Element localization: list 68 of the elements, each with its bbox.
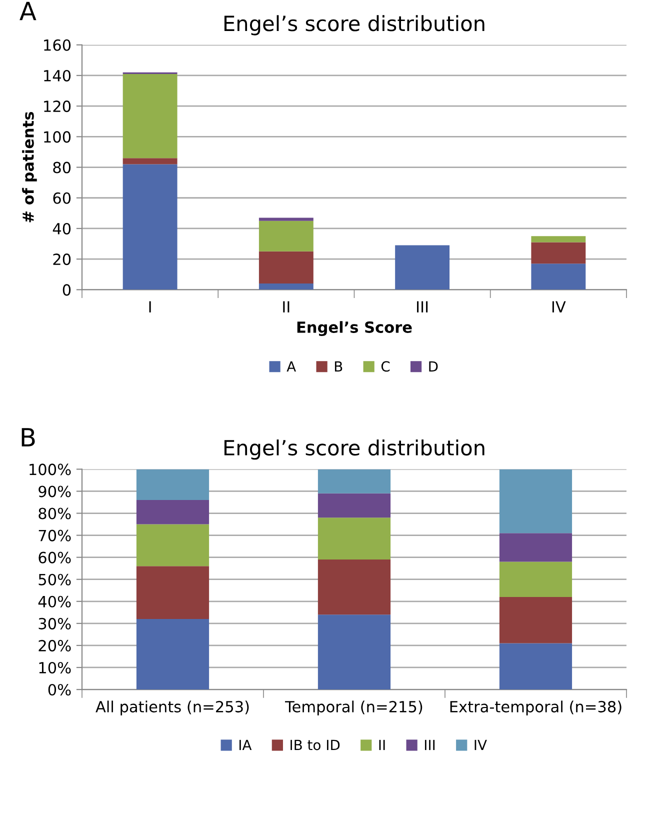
x-tick-label: I [149,301,151,312]
y-axis-title: # of patients [22,112,37,222]
y-tick-label: 50% [38,574,71,586]
bar [136,566,210,620]
bar [122,158,178,164]
bar [318,469,391,494]
bar [136,524,210,566]
y-tick-label: 10% [39,662,71,674]
y-tick-label: 60% [38,552,71,564]
bar [258,284,314,290]
legend-label: II [379,740,385,750]
bar [531,264,586,290]
y-tick-label: 100% [30,464,71,476]
y-tick-label: 40 [52,222,71,234]
x-tick-label: III [417,301,428,312]
legend-label: C [381,361,390,372]
y-tick-label: 0% [48,684,71,696]
y-tick-label: 90% [38,486,71,498]
y-tick-label: 160 [44,39,71,51]
legend-label: D [429,361,438,372]
text: A [20,2,36,20]
y-tick-label: 20% [38,640,71,652]
y-tick-label: 70% [38,530,71,542]
y-tick-label: 20 [53,254,71,266]
x-tick-label: Extra-temporal (n=38) [450,700,622,716]
bar [499,469,572,534]
bar [136,500,210,524]
bar [499,643,572,690]
bar [395,245,450,290]
text: B [22,428,35,446]
legend-label: IB to ID [290,740,340,750]
y-tick-label: 140 [44,70,71,82]
y-tick-label: 100 [44,131,71,143]
x-tick-label: IV [552,301,566,312]
bar [318,614,391,690]
x-axis-title: Engel’s Score [297,321,412,336]
bar [499,533,572,562]
legend-label: IA [240,740,252,750]
bar [499,596,572,644]
bar [318,518,391,560]
legend-label: A [286,361,296,372]
y-tick-label: 120 [44,100,71,112]
bar [531,242,586,264]
bar [136,619,210,690]
x-tick-label: II [283,301,290,312]
y-tick-label: 0 [62,284,71,296]
y-tick-label: 30% [38,618,71,630]
y-tick-label: 80 [53,162,71,174]
bar [318,493,391,518]
legend-label: III [424,740,435,750]
x-tick-label: All patients (n=253) [96,700,249,716]
bar [258,220,314,252]
bar [122,74,178,158]
x-tick-label: Temporal (n=215) [285,700,422,716]
bar [258,218,314,221]
chart-title: Engel’s score distribution [224,439,484,460]
bar [136,469,210,500]
y-tick-label: 40% [38,596,71,608]
bar [531,236,586,242]
y-tick-label: 60 [53,192,71,204]
y-tick-label: 80% [38,508,71,520]
bar [499,562,572,597]
legend-label: B [334,361,342,372]
bar [318,560,391,615]
legend-label: IV [474,740,487,750]
chart-title: Engel’s score distribution [224,15,484,36]
bar [122,164,178,290]
bar [258,251,314,284]
